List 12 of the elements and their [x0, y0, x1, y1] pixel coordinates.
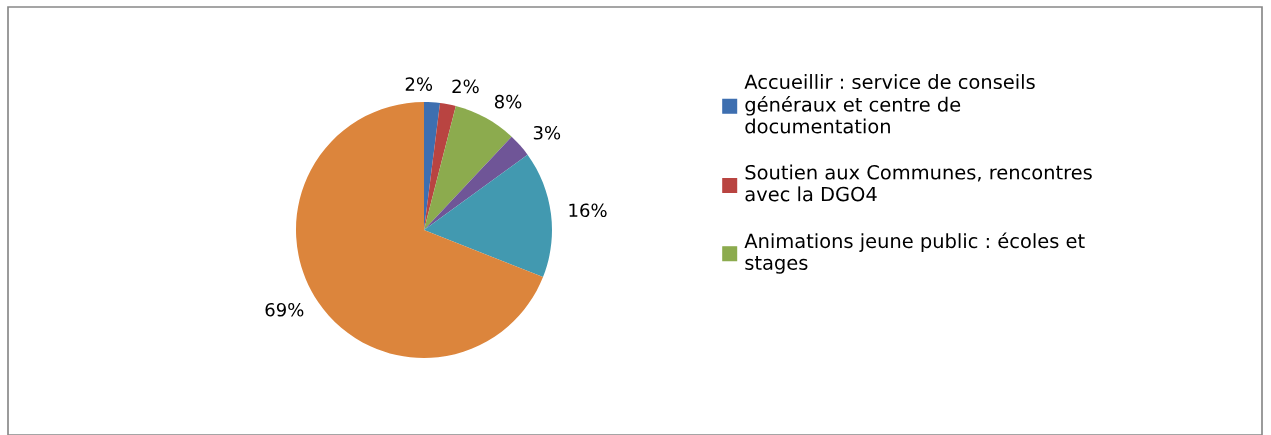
- pie-slice: [424, 103, 456, 230]
- data-label: 8%: [494, 94, 522, 109]
- pie-slice: [424, 154, 552, 278]
- data-label: 3%: [533, 125, 561, 140]
- legend-label: Accueillir : service de conseils généraux et centre de documentation: [744, 74, 1035, 134]
- data-label: 69%: [265, 302, 304, 317]
- pie-slice: [424, 136, 528, 230]
- data-label: 2%: [405, 77, 433, 91]
- data-label: 16%: [569, 203, 607, 218]
- legend-label: Animations jeune public : écoles et stages: [744, 232, 1085, 274]
- data-label: 2%: [452, 79, 479, 94]
- legend-label: Soutien aux Communes, rencontres avec la DGO4: [745, 164, 1092, 202]
